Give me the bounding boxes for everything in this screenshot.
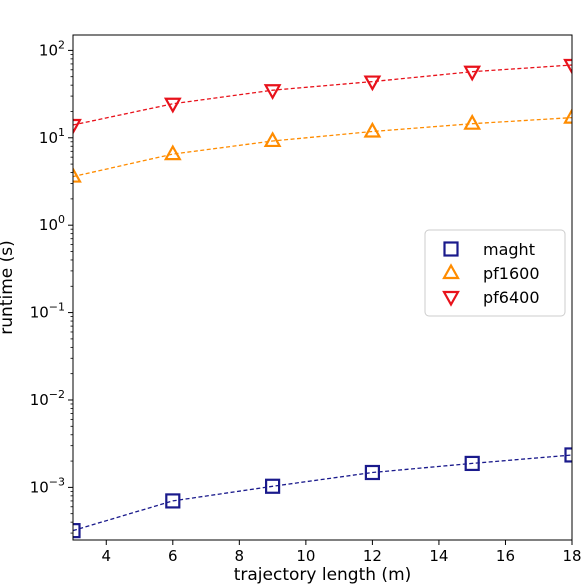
legend-marker-maght	[443, 241, 459, 257]
x-tick-label-12: 12	[363, 547, 382, 565]
data-point-pf1600-1	[73, 166, 82, 183]
y-axis-label: runtime (s)	[0, 240, 17, 334]
data-point-maght-3	[265, 478, 281, 494]
data-point-pf6400-5	[463, 65, 482, 82]
series-pf1600	[73, 107, 572, 183]
x-tick-label-8: 8	[235, 547, 245, 565]
data-point-pf6400-4	[363, 75, 382, 92]
data-point-pf1600-3	[263, 131, 282, 148]
series-maght	[73, 447, 572, 539]
series-line-pf1600	[73, 116, 572, 178]
legend-label-maght: maght	[483, 240, 535, 259]
legend-box	[424, 229, 566, 317]
data-point-pf6400-2	[163, 97, 182, 114]
y-tick-label-−2: 10−2	[30, 388, 65, 409]
legend-label-pf6400: pf6400	[483, 288, 540, 307]
series-pf6400	[73, 58, 572, 135]
data-point-maght-6	[564, 447, 572, 463]
data-point-maght-5	[464, 455, 480, 472]
data-point-pf6400-6	[563, 58, 572, 75]
x-tick-label-16: 16	[496, 547, 515, 565]
data-point-maght-1	[73, 523, 81, 539]
plot-area: 4 6 8 10 12 14 16 18 10−3 10−2 10−1 100 101 102	[30, 34, 582, 565]
plot-frame	[72, 34, 573, 541]
y-tick-label-0: 100	[39, 213, 65, 234]
data-point-maght-4	[364, 464, 380, 481]
legend-marker-pf1600	[442, 263, 460, 280]
data-point-pf1600-5	[463, 113, 482, 130]
legend-label-pf1600: pf1600	[483, 264, 540, 283]
x-tick-label-14: 14	[429, 547, 448, 565]
data-point-pf6400-1	[73, 118, 82, 135]
series-line-maght	[73, 454, 572, 532]
y-tick-label-2: 102	[39, 38, 65, 59]
y-tick-label-−1: 10−1	[30, 301, 65, 322]
y-tick-label-−3: 10−3	[30, 475, 65, 496]
x-axis-label: trajectory length (m)	[234, 565, 412, 584]
data-point-pf1600-6	[563, 107, 572, 124]
x-tick-label-10: 10	[296, 547, 315, 565]
legend-marker-pf6400	[442, 290, 460, 307]
data-point-pf1600-2	[163, 144, 182, 161]
data-point-pf1600-4	[363, 121, 382, 138]
data-point-pf6400-3	[263, 84, 282, 100]
series-line-pf6400	[73, 64, 572, 126]
x-tick-label-6: 6	[168, 547, 178, 565]
data-point-maght-2	[165, 493, 181, 509]
x-tick-label-18: 18	[562, 547, 581, 565]
x-tick-label-4: 4	[101, 547, 111, 565]
legend: maght pf1600 pf6400	[424, 229, 566, 317]
y-tick-label-1: 101	[39, 126, 65, 147]
